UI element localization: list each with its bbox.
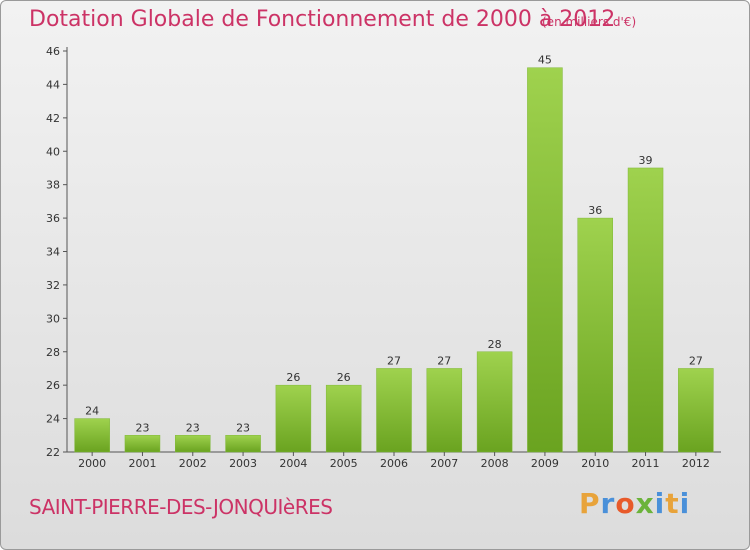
logo-letter: x	[635, 487, 655, 520]
logo-letter: r	[600, 487, 616, 520]
x-tick-label: 2006	[380, 457, 408, 470]
y-tick-label: 40	[46, 145, 60, 158]
bar	[175, 435, 211, 453]
data-label: 27	[387, 354, 401, 367]
bar	[627, 167, 664, 453]
data-label: 23	[186, 421, 200, 434]
bar	[376, 368, 412, 453]
commune-name: SAINT-PIERRE-DES-JONQUIèRES	[29, 495, 333, 519]
x-tick-label: 2008	[481, 457, 509, 470]
bar	[476, 351, 513, 453]
bar	[74, 418, 110, 453]
y-tick-label: 28	[46, 346, 60, 359]
bar	[527, 67, 563, 453]
y-tick-label: 24	[46, 413, 60, 426]
y-tick-label: 44	[46, 78, 60, 91]
x-tick-label: 2001	[128, 457, 156, 470]
bar	[275, 384, 312, 453]
data-label: 45	[538, 54, 552, 67]
proxiti-logo: Proxiti	[579, 487, 690, 520]
bar	[678, 368, 714, 453]
y-tick-label: 34	[46, 246, 60, 259]
y-tick-label: 32	[46, 279, 60, 292]
y-tick-label: 42	[46, 112, 60, 125]
bar	[577, 217, 613, 453]
x-tick-label: 2004	[279, 457, 307, 470]
data-label: 26	[286, 371, 300, 384]
logo-letter: P	[579, 487, 601, 520]
x-tick-label: 2002	[179, 457, 207, 470]
bar	[124, 435, 161, 453]
logo-letter: o	[615, 487, 636, 520]
logo-letter: i	[679, 487, 691, 520]
y-tick-label: 26	[46, 379, 60, 392]
data-label: 39	[639, 154, 653, 167]
x-tick-label: 2009	[531, 457, 559, 470]
logo-letter: i	[654, 487, 666, 520]
x-tick-label: 2012	[682, 457, 710, 470]
data-label: 27	[437, 354, 451, 367]
bar	[426, 368, 463, 453]
x-tick-label: 2011	[632, 457, 660, 470]
bar	[325, 384, 362, 453]
x-tick-label: 2005	[330, 457, 358, 470]
y-tick-label: 36	[46, 212, 60, 225]
chart-title: Dotation Globale de Fonctionnement de 20…	[29, 7, 616, 32]
y-tick-label: 22	[46, 446, 60, 459]
data-label: 26	[337, 371, 351, 384]
y-tick-label: 38	[46, 179, 60, 192]
data-label: 24	[85, 405, 99, 418]
x-tick-label: 2000	[78, 457, 106, 470]
y-tick-label: 30	[46, 312, 60, 325]
data-label: 36	[588, 204, 602, 217]
data-label: 23	[135, 421, 149, 434]
bar	[225, 435, 261, 453]
logo-letter: t	[665, 487, 680, 520]
chart-subtitle: (en milliers d'€)	[542, 15, 637, 29]
y-tick-label: 46	[46, 45, 60, 58]
x-tick-label: 2007	[430, 457, 458, 470]
x-tick-label: 2010	[581, 457, 609, 470]
x-tick-label: 2003	[229, 457, 257, 470]
data-label: 27	[689, 354, 703, 367]
data-label: 28	[488, 338, 502, 351]
data-label: 23	[236, 421, 250, 434]
